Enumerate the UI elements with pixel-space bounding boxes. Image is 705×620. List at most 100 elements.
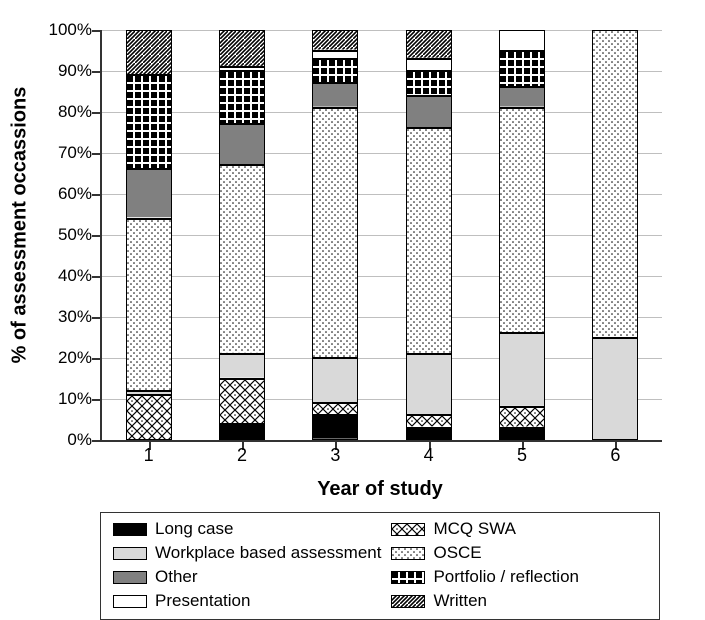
bar-segment-wba: [499, 333, 545, 407]
legend-swatch: [391, 595, 425, 608]
bar-segment-mcq: [312, 403, 358, 415]
legend-swatch: [113, 547, 147, 560]
y-tick: [92, 276, 100, 278]
y-tick-label: 30%: [58, 307, 92, 327]
gridline: [102, 235, 662, 236]
bar-segment-mcq: [219, 379, 265, 424]
bar-segment-other: [126, 169, 172, 218]
y-tick: [92, 317, 100, 319]
y-tick: [92, 358, 100, 360]
bar-segment-other: [312, 83, 358, 108]
legend-swatch: [113, 571, 147, 584]
bar: [499, 30, 545, 440]
bar-segment-osce: [406, 128, 452, 354]
legend-item-portfolio: Portfolio / reflection: [391, 567, 647, 587]
bar-segment-long_case: [219, 424, 265, 440]
y-tick-label: 20%: [58, 348, 92, 368]
bar-segment-long_case: [312, 415, 358, 440]
gridline: [102, 71, 662, 72]
bar-segment-osce: [312, 108, 358, 358]
bar-segment-written: [312, 30, 358, 51]
legend-swatch: [391, 571, 425, 584]
bar-segment-osce: [219, 165, 265, 354]
bar: [592, 30, 638, 440]
legend-label: Written: [433, 591, 487, 611]
y-tick: [92, 399, 100, 401]
gridline: [102, 153, 662, 154]
y-tick-label: 60%: [58, 184, 92, 204]
legend-swatch: [391, 547, 425, 560]
y-tick-label: 0%: [67, 430, 92, 450]
bar-segment-wba: [406, 354, 452, 416]
legend-label: Portfolio / reflection: [433, 567, 579, 587]
y-tick: [92, 71, 100, 73]
legend-swatch: [113, 523, 147, 536]
legend-item-written: Written: [391, 591, 647, 611]
bar: [219, 30, 265, 440]
gridline: [102, 399, 662, 400]
gridline: [102, 276, 662, 277]
legend-label: Long case: [155, 519, 233, 539]
legend-item-wba: Workplace based assessment: [113, 543, 381, 563]
bar-segment-portfolio: [499, 51, 545, 88]
bar-segment-other: [499, 87, 545, 108]
y-tick-label: 70%: [58, 143, 92, 163]
gridline: [102, 358, 662, 359]
y-tick-label: 40%: [58, 266, 92, 286]
y-tick: [92, 440, 100, 442]
y-tick: [92, 112, 100, 114]
bar-segment-portfolio: [312, 59, 358, 84]
y-tick: [92, 30, 100, 32]
bar-segment-portfolio: [219, 71, 265, 124]
bar-segment-wba: [592, 338, 638, 441]
legend-label: Workplace based assessment: [155, 543, 381, 563]
legend-label: Other: [155, 567, 198, 587]
bar-segment-wba: [126, 391, 172, 395]
bar-segment-other: [406, 96, 452, 129]
bar-segment-written: [219, 30, 265, 67]
bar-segment-presentation: [499, 30, 545, 51]
legend-box: Long case MCQ SWA Workplace based assessme…: [100, 512, 660, 620]
bar-segment-written: [126, 30, 172, 75]
bar-segment-wba: [219, 354, 265, 379]
bar-segment-mcq: [499, 407, 545, 428]
bar-segment-long_case: [406, 428, 452, 440]
x-tick-label: 6: [610, 445, 620, 466]
y-axis-title: % of assessment occassions: [9, 87, 32, 364]
bar: [126, 30, 172, 440]
gridline: [102, 317, 662, 318]
legend-label: OSCE: [433, 543, 481, 563]
x-tick-label: 5: [517, 445, 527, 466]
x-axis-title: Year of study: [317, 478, 443, 501]
bar-segment-presentation: [219, 67, 265, 71]
y-tick-label: 100%: [49, 20, 92, 40]
legend-item-presentation: Presentation: [113, 591, 381, 611]
legend-item-other: Other: [113, 567, 381, 587]
x-tick-label: 2: [237, 445, 247, 466]
x-tick-label: 1: [144, 445, 154, 466]
bar: [406, 30, 452, 440]
x-tick-label: 4: [424, 445, 434, 466]
x-tick-label: 3: [330, 445, 340, 466]
y-tick-label: 50%: [58, 225, 92, 245]
y-tick-label: 80%: [58, 102, 92, 122]
bar-segment-osce: [592, 30, 638, 338]
bar-segment-osce: [126, 219, 172, 391]
bar: [312, 30, 358, 440]
legend-item-mcq: MCQ SWA: [391, 519, 647, 539]
y-tick: [92, 194, 100, 196]
legend-label: Presentation: [155, 591, 250, 611]
bar-segment-mcq: [126, 395, 172, 440]
bar-segment-mcq: [406, 415, 452, 427]
y-tick: [92, 153, 100, 155]
plot-area: 0%10%20%30%40%50%60%70%80%90%100%123456: [100, 30, 662, 442]
bar-segment-portfolio: [406, 71, 452, 96]
chart-frame: % of assessment occassions Year of study…: [0, 0, 705, 620]
legend-swatch: [113, 595, 147, 608]
y-tick-label: 90%: [58, 61, 92, 81]
bar-segment-long_case: [499, 428, 545, 440]
bar-segment-portfolio: [126, 75, 172, 169]
y-tick-label: 10%: [58, 389, 92, 409]
legend-label: MCQ SWA: [433, 519, 515, 539]
bar-segment-wba: [312, 358, 358, 403]
